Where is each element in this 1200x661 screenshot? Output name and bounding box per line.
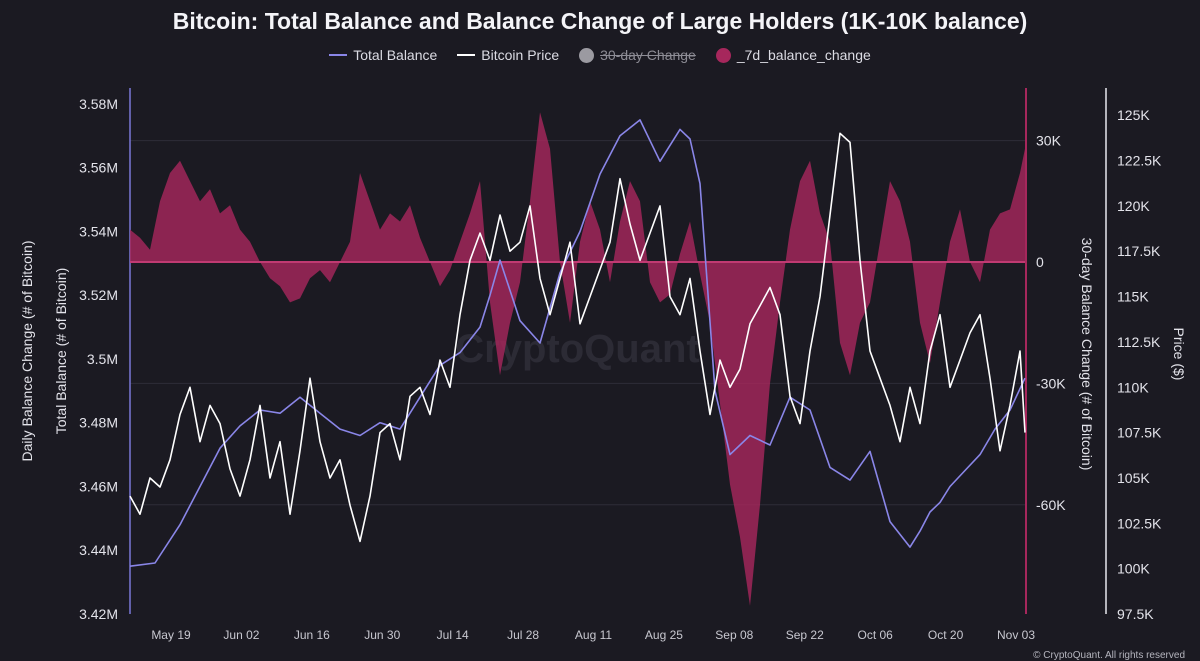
x-tick-label-7: Aug 25 xyxy=(645,628,683,642)
right-tick-label-2: 102.5K xyxy=(1117,515,1162,531)
legend-item-total-balance[interactable]: Total Balance xyxy=(329,47,437,63)
left-tick-label-6: 3.54M xyxy=(79,223,118,239)
right-axis-title: Price ($) xyxy=(1171,328,1187,381)
x-tick-label-10: Oct 06 xyxy=(857,628,893,642)
series-7d-balance-change-area xyxy=(130,112,1025,606)
left-tick-label-4: 3.5M xyxy=(87,351,118,367)
left-tick-label-2: 3.46M xyxy=(79,478,118,494)
right-inner-tick-label-1: 0 xyxy=(1036,254,1044,270)
legend-item-7d-balance-change[interactable]: _7d_balance_change xyxy=(715,47,871,63)
right-tick-label-10: 122.5K xyxy=(1117,153,1162,169)
30-day-change-dot-icon xyxy=(579,47,595,63)
legend-label-7d-balance-change: _7d_balance_change xyxy=(736,47,871,63)
left-tick-label-1: 3.44M xyxy=(79,542,118,558)
legend-label-bitcoin-price: Bitcoin Price xyxy=(481,47,560,63)
series-bitcoin-price-line xyxy=(129,132,1026,543)
right-tick-label-4: 107.5K xyxy=(1117,425,1162,441)
right-inner-tick-label-2: -30K xyxy=(1036,375,1066,391)
x-tick-label-0: May 19 xyxy=(151,628,191,642)
x-tick-label-4: Jul 14 xyxy=(437,628,469,642)
right-tick-label-1: 100K xyxy=(1117,561,1150,577)
right-tick-label-3: 105K xyxy=(1117,470,1150,486)
total-balance-line-icon xyxy=(329,54,348,56)
legend-label-total-balance: Total Balance xyxy=(353,47,438,63)
right-tick-label-0: 97.5K xyxy=(1117,606,1154,622)
left-tick-label-8: 3.58M xyxy=(79,96,118,112)
left-tick-label-5: 3.52M xyxy=(79,287,118,303)
x-tick-label-9: Sep 22 xyxy=(786,628,824,642)
right-tick-label-6: 112.5K xyxy=(1117,334,1161,350)
x-tick-label-11: Oct 20 xyxy=(928,628,964,642)
x-tick-label-8: Sep 08 xyxy=(715,628,753,642)
left-axis-title: Total Balance (# of Bitcoin) xyxy=(53,268,69,435)
legend-item-30-day-change[interactable]: 30-day Change xyxy=(579,47,696,63)
x-tick-label-5: Jul 28 xyxy=(507,628,539,642)
right-inner-tick-label-3: -60K xyxy=(1036,497,1066,513)
right-tick-label-5: 110K xyxy=(1117,379,1149,395)
watermark-text: CryptoQuant xyxy=(455,327,699,371)
left-tick-label-0: 3.42M xyxy=(79,606,118,622)
x-tick-label-12: Nov 03 xyxy=(997,628,1035,642)
right-tick-label-8: 117.5K xyxy=(1117,243,1161,259)
right-inner-tick-label-0: 30K xyxy=(1036,133,1062,149)
left-outer-axis-title: Daily Balance Change (# of Bitcoin) xyxy=(19,240,35,461)
legend-item-bitcoin-price[interactable]: Bitcoin Price xyxy=(457,47,559,63)
bitcoin-price-line-icon xyxy=(457,54,476,56)
legend: Total Balance Bitcoin Price 30-day Chang… xyxy=(0,47,1200,63)
copyright-footer: © CryptoQuant. All rights reserved xyxy=(1033,650,1185,661)
x-tick-label-3: Jun 30 xyxy=(364,628,400,642)
legend-label-30-day-change: 30-day Change xyxy=(600,47,696,63)
left-tick-label-3: 3.48M xyxy=(79,415,118,431)
x-tick-label-1: Jun 02 xyxy=(223,628,259,642)
chart-title: Bitcoin: Total Balance and Balance Chang… xyxy=(172,8,1028,34)
right-tick-label-7: 115K xyxy=(1117,289,1149,305)
x-tick-label-6: Aug 11 xyxy=(575,628,612,642)
x-tick-label-2: Jun 16 xyxy=(294,628,330,642)
7d-balance-change-dot-icon xyxy=(715,47,731,63)
right-tick-label-9: 120K xyxy=(1117,198,1150,214)
right-inner-axis-title: 30-day Balance Change (# of Bitcoin) xyxy=(1079,238,1095,471)
right-tick-label-11: 125K xyxy=(1117,107,1150,123)
left-tick-label-7: 3.56M xyxy=(79,160,118,176)
